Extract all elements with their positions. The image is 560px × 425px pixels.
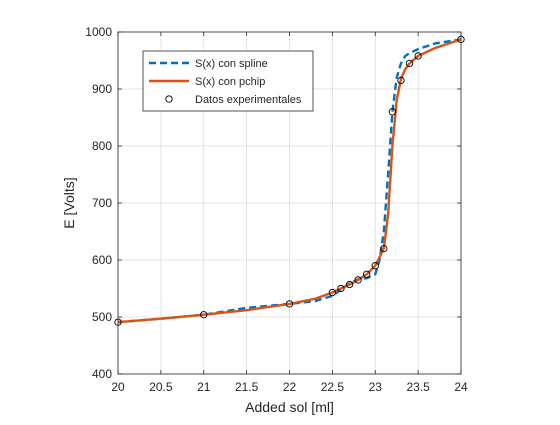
y-tick-label: 600 (92, 253, 112, 267)
x-tick-label: 20.5 (149, 380, 173, 394)
legend: S(x) con spline S(x) con pchip Datos exper… (142, 50, 314, 112)
legend-entry-label: Datos experimentales (195, 94, 302, 106)
legend-entry-label: S(x) con spline (195, 58, 268, 70)
x-tick-label: 24 (454, 380, 468, 394)
legend-marker-symbol (165, 95, 173, 103)
data-point (328, 288, 337, 297)
series-layer (114, 35, 465, 326)
x-tick-label: 22.5 (321, 380, 345, 394)
y-tick-label: 400 (92, 367, 112, 381)
x-tick-label: 20 (111, 380, 125, 394)
y-axis-label: E [Volts] (61, 177, 77, 228)
y-tick-label: 900 (92, 82, 112, 96)
data-point (285, 300, 294, 308)
x-tick-label: 22 (283, 380, 297, 394)
legend-entry-label: S(x) con pchip (195, 76, 265, 88)
data-point (388, 108, 397, 116)
axis-ticks: 20 20.5 21 21.5 22 22.5 23 23.5 24 400 500 600 700 80… (85, 25, 468, 394)
data-point (371, 262, 379, 270)
x-axis-label: Added sol [ml] (245, 399, 334, 415)
data-point (380, 244, 388, 253)
y-tick-label: 500 (92, 310, 112, 324)
data-point (414, 52, 422, 60)
x-tick-label: 23 (369, 380, 383, 394)
data-point (200, 311, 208, 319)
x-tick-label: 21.5 (235, 380, 259, 394)
y-tick-label: 800 (92, 139, 112, 153)
data-point (363, 270, 371, 278)
x-tick-label: 21 (197, 380, 211, 394)
data-point (405, 59, 414, 67)
data-point (345, 280, 354, 289)
x-tick-label: 23.5 (406, 380, 430, 394)
y-tick-label: 700 (92, 196, 112, 210)
data-point (397, 76, 405, 85)
data-point (354, 276, 362, 284)
data-point (337, 284, 345, 293)
y-tick-label: 1000 (85, 25, 112, 39)
